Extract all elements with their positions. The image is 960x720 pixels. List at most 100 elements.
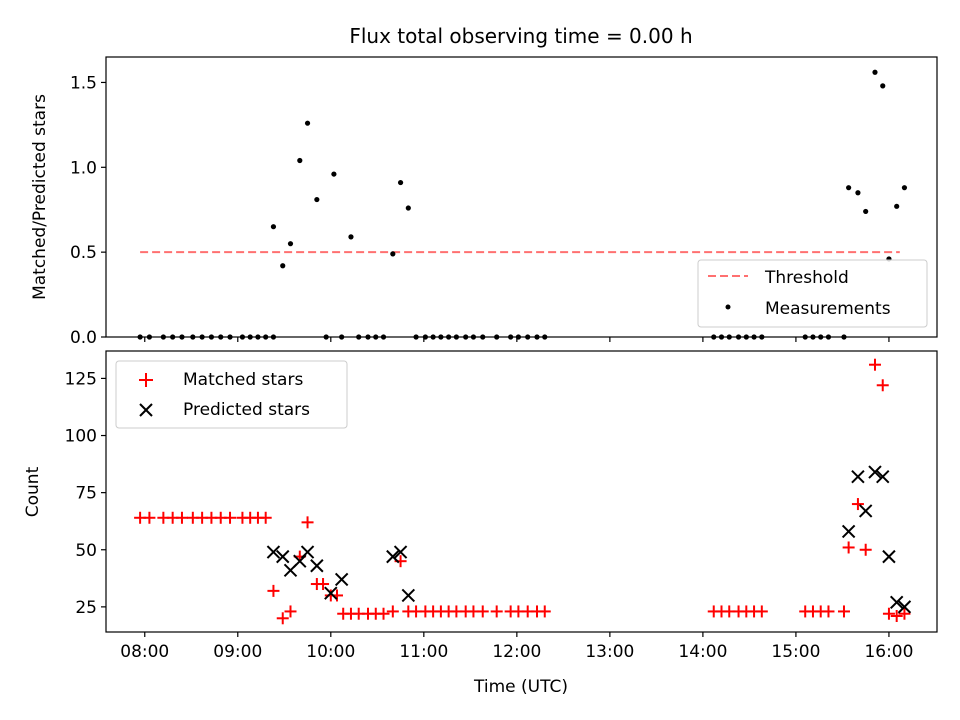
predicted-star-point [310, 559, 324, 573]
matched-star-point [276, 612, 289, 625]
top-panel: 0.0 0.5 1.0 1.5 Matched/Predicted stars Thr… [30, 56, 938, 348]
top-y-tick-label: 0.5 [70, 243, 97, 263]
matched-star-point [490, 605, 503, 618]
measurement-point [287, 241, 294, 247]
measurement-point [331, 171, 337, 177]
predicted-star-point [841, 524, 856, 539]
predicted-star-point [858, 504, 873, 518]
measurement-point [390, 251, 396, 257]
matched-star-point [317, 578, 330, 591]
measurement-point [280, 263, 286, 269]
bottom-panel: 25 50 75 100 125 08:00 09:00 10:00 11:00 12:00 13… [23, 350, 938, 697]
matched-star-point [859, 543, 872, 556]
measurement-point [297, 157, 303, 164]
x-tick-label: 14:00 [678, 642, 727, 662]
matched-star-point [755, 605, 768, 618]
matched-star-point [538, 605, 551, 618]
bottom-y-tick-label: 75 [75, 484, 97, 504]
predicted-star-point [876, 469, 890, 484]
predicted-star-point [401, 588, 416, 603]
bottom-markers-layer [134, 358, 912, 625]
top-legend-box [697, 259, 928, 328]
bottom-legend: Matched stars Predicted stars [115, 360, 348, 429]
measurement-point [270, 224, 277, 230]
x-tick-label: 10:00 [306, 642, 355, 662]
bottom-x-axis-label: Time (UTC) [473, 677, 568, 697]
measurement-point [855, 190, 861, 196]
predicted-star-point [851, 469, 865, 484]
x-tick-label: 11:00 [399, 642, 448, 662]
bottom-y-axis-label: Count [23, 466, 43, 517]
legend-measurements-label: Measurements [765, 299, 891, 319]
bottom-y-ticks: 25 50 75 100 125 [65, 369, 106, 618]
predicted-star-point [324, 586, 338, 600]
measurement-point [304, 120, 311, 126]
legend-threshold-label: Threshold [764, 268, 849, 288]
x-tick-label: 09:00 [213, 642, 262, 662]
matched-star-point [898, 607, 911, 620]
matched-star-point [175, 511, 188, 524]
top-y-ticks: 0.0 0.5 1.0 1.5 [70, 73, 106, 348]
legend-predicted-swatch [139, 403, 153, 417]
top-legend: Threshold Measurements [697, 259, 928, 328]
predicted-star-point [868, 465, 882, 479]
matched-star-point [386, 605, 399, 618]
bottom-y-tick-label: 25 [75, 598, 97, 618]
bottom-y-tick-label: 100 [65, 427, 97, 447]
matched-star-point [868, 358, 881, 371]
top-y-tick-label: 1.0 [70, 158, 97, 178]
matched-star-point [224, 511, 237, 524]
predicted-star-point [393, 545, 408, 559]
matched-star-point [882, 607, 895, 620]
top-x-ticks [144, 337, 890, 342]
bottom-y-tick-label: 50 [75, 541, 97, 561]
measurement-point [901, 185, 908, 191]
matched-star-point [143, 511, 156, 524]
matched-star-point [851, 498, 864, 511]
measurement-point [880, 83, 886, 89]
matched-star-point [377, 607, 390, 620]
bottom-legend-box [115, 360, 348, 429]
top-y-axis-label: Matched/Predicted stars [30, 94, 50, 300]
matched-star-point [837, 605, 850, 618]
measurement-point [863, 208, 869, 215]
matched-star-point [267, 584, 280, 597]
matched-star-point [842, 541, 855, 554]
matched-star-point [822, 605, 835, 618]
measurement-point [405, 205, 411, 211]
x-tick-label: 15:00 [771, 642, 820, 662]
top-chart-title: Flux total observing time = 0.00 h [349, 24, 692, 48]
measurement-point [397, 179, 404, 186]
predicted-star-point [266, 545, 281, 559]
predicted-star-point [386, 549, 400, 564]
legend-predicted-label: Predicted stars [183, 400, 310, 420]
bottom-axes-frame [105, 350, 938, 633]
measurement-point [846, 185, 852, 191]
predicted-star-point [276, 549, 290, 564]
predicted-star-point [300, 545, 315, 559]
predicted-star-point [897, 600, 912, 614]
measurement-point [894, 203, 900, 209]
measurement-point [314, 196, 320, 203]
matched-star-point [890, 610, 903, 623]
bottom-y-tick-label: 125 [65, 369, 97, 389]
x-tick-label: 08:00 [120, 642, 169, 662]
x-tick-label: 12:00 [492, 642, 541, 662]
legend-measurements-swatch [725, 304, 731, 310]
matched-star-point [259, 511, 272, 524]
top-y-tick-label: 0.0 [70, 328, 97, 348]
x-tick-label: 13:00 [585, 642, 634, 662]
legend-matched-swatch [139, 373, 153, 387]
bottom-x-ticks: 08:00 09:00 10:00 11:00 12:00 13:00 14:00 15:00… [120, 632, 913, 662]
predicted-star-point [882, 549, 896, 564]
legend-matched-label: Matched stars [183, 370, 303, 390]
top-y-tick-label: 1.5 [70, 73, 97, 93]
x-tick-label: 16:00 [864, 642, 913, 662]
matched-star-point [476, 605, 489, 618]
predicted-star-point [889, 595, 904, 610]
matched-star-point [301, 516, 314, 529]
top-axes-frame [105, 56, 938, 338]
measurement-point [872, 69, 878, 75]
